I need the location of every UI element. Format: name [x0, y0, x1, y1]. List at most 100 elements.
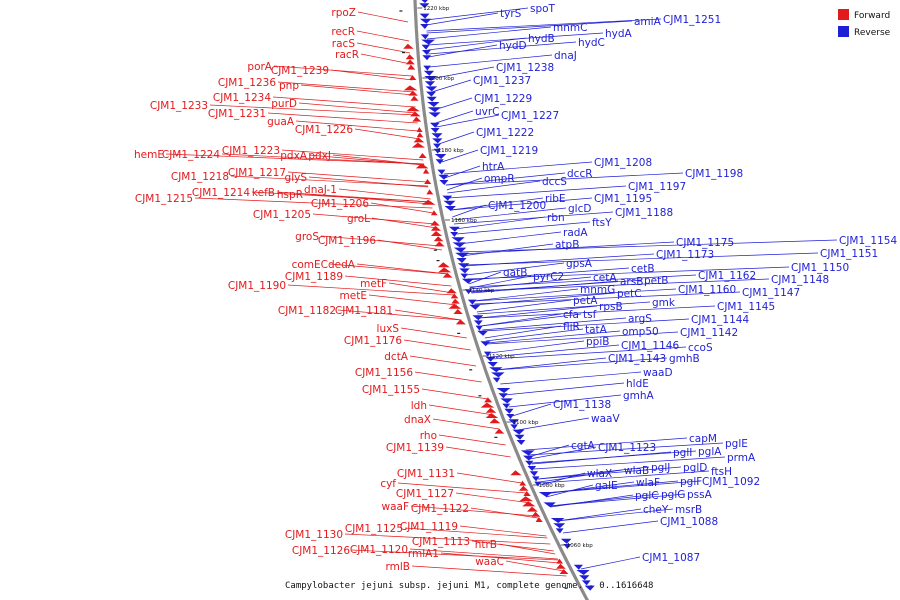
reverse-gene-marker — [464, 289, 472, 295]
reverse-gene-label: tyrS — [500, 8, 522, 20]
forward-gene-label: pdxJ — [308, 150, 331, 162]
reverse-gene-label: CJM1_1162 — [698, 270, 756, 282]
forward-gene-label: hemE — [134, 149, 164, 161]
reverse-gene-label: CJM1_1123 — [598, 442, 656, 454]
reverse-gene-marker — [496, 388, 511, 393]
forward-leader-line — [428, 404, 494, 416]
forward-leader-line — [438, 434, 506, 446]
reverse-gene-marker — [573, 564, 583, 570]
forward-leader-line — [344, 533, 551, 545]
reverse-gene-marker — [483, 351, 492, 357]
reverse-leader-line — [538, 466, 682, 480]
reverse-leader-line — [478, 305, 598, 319]
forward-gene-marker — [412, 116, 422, 122]
forward-gene-label: porA — [247, 61, 272, 73]
reverse-gene-marker — [433, 143, 441, 149]
forward-gene-marker — [423, 168, 430, 174]
forward-gene-label: rho — [420, 430, 437, 442]
reverse-gene-label: capM — [689, 433, 717, 445]
forward-gene-label: hspR — [277, 189, 303, 201]
reverse-gene-label: rbn — [547, 212, 565, 224]
reverse-gene-marker — [427, 107, 441, 113]
forward-gene-label: CJM1_1217 — [228, 167, 286, 179]
forward-gene-marker — [442, 272, 453, 278]
reverse-leader-line — [474, 291, 741, 305]
forward-gene-marker — [410, 95, 419, 101]
reverse-leader-line — [473, 288, 677, 302]
forward-leader-line — [470, 507, 538, 519]
forward-leader-line — [498, 543, 556, 555]
reverse-leader-line — [490, 344, 620, 358]
forward-gene-marker — [406, 106, 420, 112]
reverse-gene-marker — [491, 372, 505, 378]
forward-gene-label: CJM1_1226 — [295, 124, 353, 136]
reverse-gene-marker — [460, 273, 468, 279]
reverse-leader-line — [426, 20, 633, 34]
forward-gene-marker — [485, 413, 499, 418]
forward-gene-label: dnaJ-1 — [304, 184, 337, 196]
forward-gene-label: CJM1_1223 — [222, 145, 280, 157]
reverse-leader-line — [538, 466, 650, 480]
forward-leader-line — [411, 565, 567, 577]
reverse-gene-label: pglF — [680, 476, 702, 488]
reverse-gene-label: htrA — [482, 161, 505, 173]
reverse-leader-line — [470, 278, 770, 292]
forward-leader-line — [165, 153, 425, 165]
reverse-gene-label: msrB — [675, 504, 702, 516]
forward-leader-line — [304, 193, 432, 205]
reverse-leader-line — [504, 382, 625, 396]
forward-leader-line — [455, 492, 531, 504]
forward-leader-line — [403, 339, 471, 351]
reverse-leader-line — [427, 37, 527, 51]
reverse-gene-label: dccR — [567, 168, 593, 180]
reverse-leader-line — [452, 204, 487, 218]
reverse-gene-label: pglJ — [651, 462, 670, 474]
forward-gene-label: groS — [295, 231, 319, 243]
figure-caption: Campylobacter jejuni subsp. jejuni M1, c… — [285, 581, 653, 591]
forward-leader-line — [432, 418, 500, 430]
forward-gene-label: kefB — [252, 187, 275, 199]
gene-tick — [564, 587, 568, 589]
forward-leader-line — [410, 505, 537, 517]
reverse-gene-label: CJM1_1088 — [660, 516, 718, 528]
forward-gene-label: htrB — [475, 539, 497, 551]
reverse-gene-label: CJM1_1087 — [642, 552, 700, 564]
forward-gene-marker — [430, 210, 438, 216]
reverse-gene-marker — [510, 424, 518, 430]
forward-gene-label: CJM1_1120 — [350, 544, 408, 556]
reverse-leader-line — [525, 437, 688, 451]
reverse-leader-line — [562, 520, 659, 534]
reverse-gene-marker — [419, 3, 430, 9]
reverse-leader-line — [482, 318, 690, 332]
forward-gene-label: dedA — [328, 259, 356, 271]
reverse-gene-marker — [576, 570, 590, 575]
reverse-gene-marker — [429, 122, 440, 128]
reverse-gene-label: argS — [628, 313, 652, 325]
reverse-gene-marker — [485, 356, 495, 362]
forward-leader-line — [409, 548, 558, 560]
forward-gene-marker — [403, 43, 414, 49]
forward-gene-marker — [489, 418, 501, 424]
forward-gene-label: CJM1_1239 — [271, 65, 329, 77]
reverse-gene-label: CJM1_1145 — [717, 301, 775, 313]
forward-leader-line — [356, 42, 411, 54]
reverse-gene-marker — [553, 523, 566, 529]
label-leader-lines — [165, 7, 838, 577]
forward-gene-marker — [405, 54, 415, 60]
forward-gene-label: CJM1_1122 — [411, 503, 469, 515]
reverse-gene-label: hydC — [578, 37, 605, 49]
genome-backbone — [413, 0, 590, 600]
reverse-gene-label: hydB — [528, 33, 555, 45]
forward-gene-marker — [418, 153, 427, 158]
reverse-gene-label: ccoS — [688, 342, 713, 354]
reverse-gene-label: CJM1_1188 — [615, 207, 673, 219]
forward-gene-marker — [556, 563, 566, 569]
reverse-gene-label: CJM1_1219 — [480, 145, 538, 157]
reverse-gene-label: omp50 — [622, 326, 659, 338]
reverse-gene-label: CJM1_1198 — [685, 168, 743, 180]
reverse-leader-line — [500, 371, 642, 385]
reverse-gene-label: CJM1_1146 — [621, 340, 679, 352]
gene-tick — [478, 395, 482, 397]
reverse-gene-marker — [584, 585, 595, 591]
